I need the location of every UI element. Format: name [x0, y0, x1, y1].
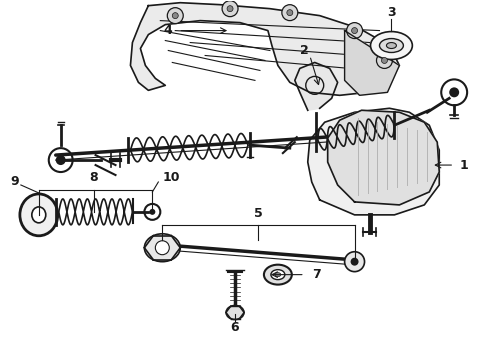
Ellipse shape	[387, 42, 396, 49]
Circle shape	[149, 209, 155, 215]
Circle shape	[346, 23, 363, 39]
Circle shape	[344, 252, 365, 272]
Text: 9: 9	[11, 175, 19, 189]
Polygon shape	[308, 108, 439, 215]
Circle shape	[376, 53, 392, 68]
Circle shape	[222, 1, 238, 17]
Text: 4: 4	[164, 24, 172, 37]
Circle shape	[449, 87, 459, 97]
Ellipse shape	[264, 265, 292, 285]
Circle shape	[350, 258, 359, 266]
Text: 3: 3	[387, 6, 396, 19]
Circle shape	[352, 28, 358, 33]
Circle shape	[167, 8, 183, 24]
Ellipse shape	[145, 234, 180, 262]
Polygon shape	[344, 31, 399, 95]
Text: 2: 2	[300, 44, 309, 57]
Polygon shape	[295, 62, 338, 110]
Text: 6: 6	[231, 321, 239, 334]
Ellipse shape	[379, 39, 403, 53]
Ellipse shape	[275, 273, 281, 276]
Ellipse shape	[32, 207, 46, 223]
Polygon shape	[328, 110, 439, 205]
Ellipse shape	[20, 194, 58, 236]
Circle shape	[287, 10, 293, 15]
Circle shape	[155, 241, 169, 255]
Text: 1: 1	[459, 158, 468, 172]
Circle shape	[227, 6, 233, 12]
Text: 7: 7	[312, 268, 320, 281]
Circle shape	[172, 13, 178, 19]
Text: 10: 10	[162, 171, 180, 184]
Ellipse shape	[271, 270, 285, 280]
Circle shape	[56, 155, 66, 165]
Text: 8: 8	[89, 171, 98, 184]
Ellipse shape	[370, 32, 413, 59]
Ellipse shape	[226, 306, 244, 319]
Circle shape	[382, 58, 388, 63]
Text: 5: 5	[253, 207, 262, 220]
Polygon shape	[130, 3, 399, 95]
Circle shape	[282, 5, 298, 21]
